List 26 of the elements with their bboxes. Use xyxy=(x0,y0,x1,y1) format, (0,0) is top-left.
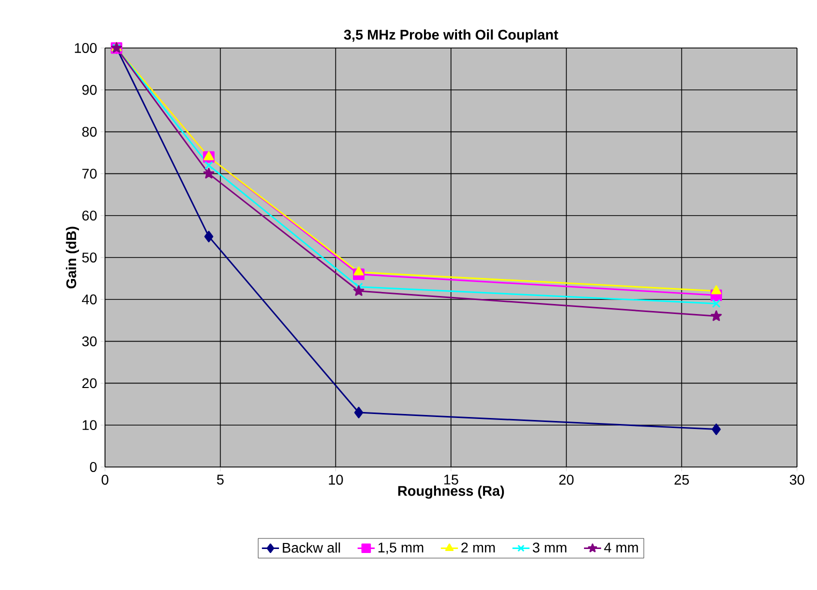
x-axis-title: Roughness (Ra) xyxy=(398,486,504,499)
y-tick-label: 50 xyxy=(82,252,97,262)
x-tick-label: 30 xyxy=(790,474,804,485)
legend-label: 3 mm xyxy=(532,542,566,553)
y-tick-label: 0 xyxy=(90,462,97,472)
x-tick-label: 20 xyxy=(559,474,574,485)
y-tick-label: 30 xyxy=(82,336,97,346)
x-tick-label: 25 xyxy=(674,474,689,485)
y-tick-label: 60 xyxy=(82,210,97,221)
x-tick-label: 10 xyxy=(328,474,343,485)
legend-label: Backw all xyxy=(282,542,340,553)
y-tick-label: 100 xyxy=(74,43,97,53)
legend-label: 1,5 mm xyxy=(378,542,424,554)
y-tick-label: 70 xyxy=(82,168,97,179)
y-tick-label: 40 xyxy=(82,294,97,304)
y-tick-label: 20 xyxy=(82,378,97,388)
x-tick-label: 0 xyxy=(102,474,108,485)
chart-title: 3,5 MHz Probe with Oil Couplant xyxy=(344,29,558,42)
legend-label: 2 mm xyxy=(461,542,495,552)
y-tick-label: 90 xyxy=(82,84,97,95)
y-tick-label: 10 xyxy=(82,420,97,430)
legend-label: 4 mm xyxy=(604,542,638,552)
x-tick-label: 5 xyxy=(217,474,224,485)
y-axis-title: Gain (dB) xyxy=(66,226,79,288)
y-tick-label: 80 xyxy=(82,126,97,137)
x-tick-label: 15 xyxy=(444,474,458,485)
